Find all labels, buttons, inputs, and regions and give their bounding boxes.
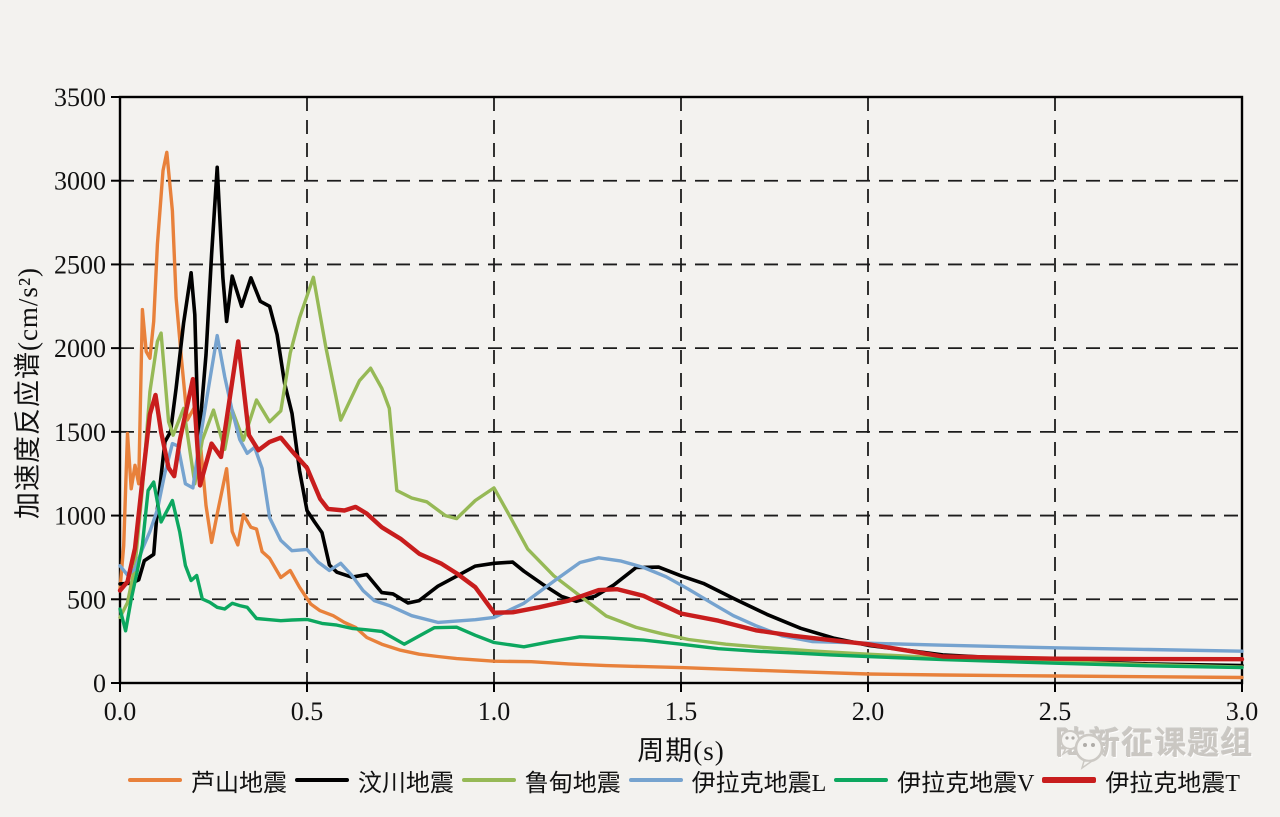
chart-legend: 芦山地震 汶川地震 鲁甸地震 伊拉克地震L 伊拉克地震V 伊拉克地震T (128, 762, 1240, 798)
legend-line-sample (461, 777, 516, 783)
x-tick-label: 3.0 (1226, 697, 1259, 726)
axis-ticks (111, 96, 1243, 692)
legend-line-sample (628, 777, 683, 783)
legend-label: 伊拉克地震T (1105, 770, 1240, 797)
x-axis-title: 周期(s) (637, 736, 725, 766)
series-line-0 (118, 150, 1244, 680)
legend-item-5: 伊拉克地震T (1042, 763, 1240, 798)
legend-item-2: 鲁甸地震 (461, 763, 621, 798)
y-tick-label: 3000 (54, 167, 106, 196)
legend-label: 汶川地震 (357, 770, 454, 797)
legend-item-3: 伊拉克地震L (628, 763, 827, 798)
legend-line-sample (1042, 777, 1097, 783)
legend-label: 伊拉克地震V (897, 770, 1035, 797)
legend-line-sample (128, 777, 182, 783)
series-line-2 (118, 275, 1244, 669)
legend-label: 伊拉克地震L (691, 770, 827, 797)
x-tick-label: 2.0 (852, 697, 885, 726)
legend-label: 鲁甸地震 (524, 770, 621, 797)
y-tick-label: 0 (93, 669, 106, 698)
y-tick-label: 1500 (54, 418, 106, 447)
legend-item-4: 伊拉克地震V (834, 763, 1034, 798)
plot-frame (118, 95, 1244, 685)
series-line-4 (118, 480, 1244, 670)
axis-tick-labels: 0 500 1000 1500 2000 2500 3000 3500 0.0 0.5 1.0 1.5… (54, 83, 1258, 726)
y-tick-label: 1000 (54, 502, 106, 531)
series-line-3 (118, 333, 1244, 653)
x-tick-label: 2.5 (1039, 697, 1072, 726)
x-tick-label: 1.0 (478, 697, 511, 726)
x-tick-label: 0.0 (104, 697, 137, 726)
y-axis-title: 加速度反应谱(cm/s²) (13, 266, 43, 520)
series-line-5 (117, 339, 1245, 662)
legend-item-1: 汶川地震 (294, 763, 454, 798)
gridlines (120, 97, 1242, 683)
legend-item-0: 芦山地震 (128, 763, 287, 798)
legend-line-sample (294, 777, 349, 783)
y-tick-label: 2500 (54, 250, 106, 279)
legend-label: 芦山地震 (191, 770, 287, 797)
legend-line-sample (834, 777, 889, 783)
x-tick-label: 1.5 (665, 697, 698, 726)
y-tick-label: 500 (67, 585, 106, 614)
y-tick-label: 2000 (54, 334, 106, 363)
x-tick-label: 0.5 (291, 697, 324, 726)
y-tick-label: 3500 (54, 83, 106, 112)
